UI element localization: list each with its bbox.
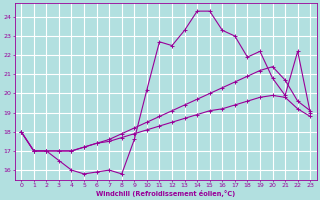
X-axis label: Windchill (Refroidissement éolien,°C): Windchill (Refroidissement éolien,°C) bbox=[96, 190, 236, 197]
